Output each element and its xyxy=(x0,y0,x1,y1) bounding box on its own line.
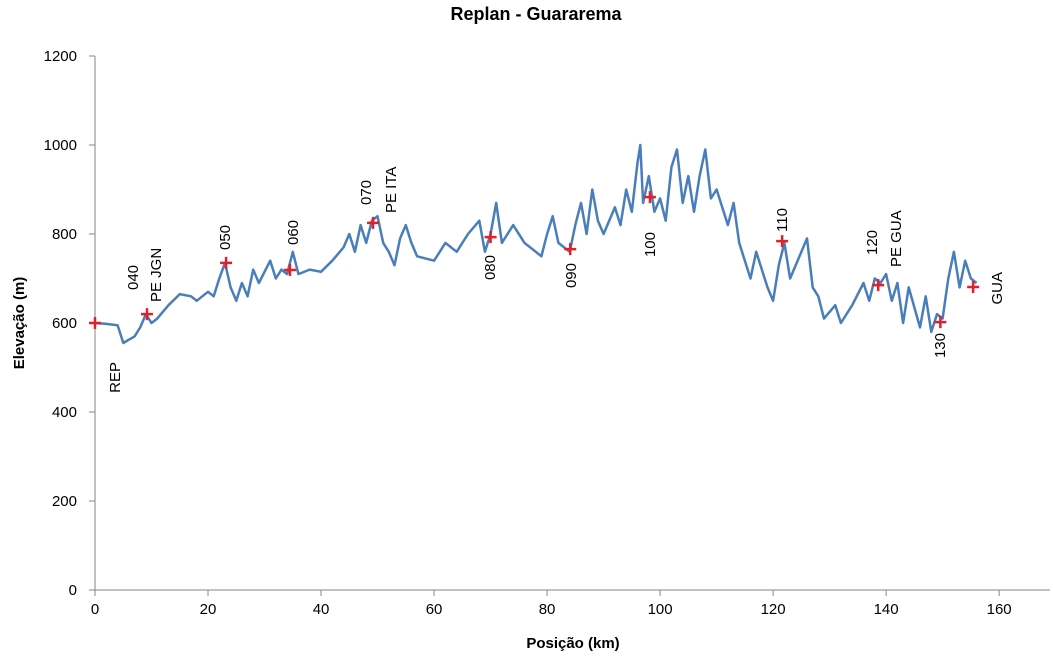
marker-label: 090 xyxy=(563,263,580,288)
x-tick-label: 20 xyxy=(200,601,217,618)
y-tick-label: 800 xyxy=(52,226,77,243)
marker-label: 110 xyxy=(774,208,791,232)
marker-label: 120 xyxy=(864,230,881,255)
x-tick-label: 120 xyxy=(761,601,786,618)
marker-label: 040 xyxy=(125,265,142,290)
marker xyxy=(367,216,380,229)
x-tick-label: 100 xyxy=(648,601,673,618)
y-axis-label: Elevação (m) xyxy=(11,277,28,370)
marker xyxy=(140,308,153,321)
marker-label: 080 xyxy=(482,255,499,280)
x-tick-label: 60 xyxy=(426,601,443,618)
y-tick-label: 400 xyxy=(52,404,77,421)
marker xyxy=(484,231,497,244)
y-tick-label: 600 xyxy=(52,315,77,332)
marker-label: GUA xyxy=(989,272,1006,305)
marker-label: 050 xyxy=(217,225,234,250)
marker xyxy=(220,256,233,269)
y-tick-label: 200 xyxy=(52,493,77,510)
x-tick-label: 160 xyxy=(987,601,1012,618)
marker xyxy=(872,279,885,292)
marker xyxy=(564,243,577,256)
marker-label: 130 xyxy=(932,333,949,358)
x-tick-label: 40 xyxy=(313,601,330,618)
y-tick-label: 0 xyxy=(69,582,77,599)
marker xyxy=(283,264,296,277)
marker-label: REP xyxy=(107,362,124,393)
marker xyxy=(934,316,947,329)
marker-label: 060 xyxy=(285,220,302,245)
marker-label: PE ITA xyxy=(383,167,400,213)
x-tick-label: 0 xyxy=(91,601,99,618)
y-tick-label: 1200 xyxy=(44,48,77,65)
chart-title: Replan - Guararema xyxy=(450,4,622,24)
marker-label: 100 xyxy=(642,232,659,257)
marker-label: PE GUA xyxy=(888,210,905,267)
marker-label: PE JGN xyxy=(148,248,165,302)
x-tick-label: 80 xyxy=(539,601,556,618)
x-axis-label: Posição (km) xyxy=(526,635,619,652)
y-tick-label: 1000 xyxy=(44,137,77,154)
marker-label: 070 xyxy=(358,180,375,205)
marker xyxy=(776,235,789,248)
marker xyxy=(967,280,980,293)
marker xyxy=(89,317,101,329)
x-tick-label: 140 xyxy=(874,601,899,618)
elevation-line xyxy=(94,143,978,345)
marker xyxy=(643,191,656,204)
